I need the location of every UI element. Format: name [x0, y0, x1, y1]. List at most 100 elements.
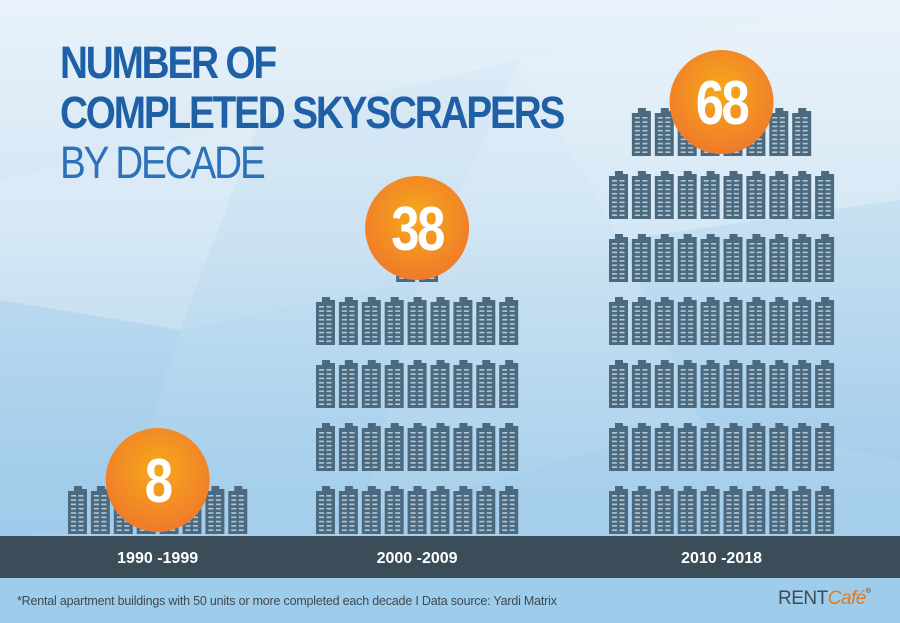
- building-icon: [654, 486, 674, 534]
- building-icon: [815, 486, 835, 534]
- building-icon: [769, 297, 789, 345]
- building-icon: [746, 297, 766, 345]
- building-icon: [338, 423, 358, 471]
- building-icon: [430, 486, 450, 534]
- building-icon: [700, 297, 720, 345]
- building-icon: [769, 171, 789, 219]
- building-icon: [677, 486, 697, 534]
- building-icon: [407, 297, 427, 345]
- building-icon: [792, 234, 812, 282]
- building-icon: [361, 486, 381, 534]
- building-icon: [338, 297, 358, 345]
- title-line-1: NUMBER OF: [60, 37, 277, 88]
- building-icon: [316, 486, 335, 534]
- building-icon: [609, 360, 628, 408]
- building-icon: [723, 360, 743, 408]
- value-bubble: 38: [365, 176, 470, 280]
- building-icon: [361, 297, 381, 345]
- x-tick-label: 1990 -1999: [117, 550, 198, 567]
- building-icon: [723, 234, 743, 282]
- building-icon: [700, 234, 720, 282]
- building-icon: [476, 360, 496, 408]
- building-icon: [677, 171, 697, 219]
- building-icon: [815, 171, 835, 219]
- building-icon: [453, 486, 473, 534]
- building-icon: [792, 360, 812, 408]
- building-icon: [316, 423, 335, 471]
- building-icon: [815, 234, 835, 282]
- building-icon: [430, 423, 450, 471]
- building-icon: [769, 486, 789, 534]
- brand-name-accent: Café: [827, 588, 867, 609]
- x-tick-label: 2000 -2009: [377, 550, 458, 567]
- building-icon: [228, 486, 248, 534]
- building-icon: [68, 486, 87, 534]
- building-icon: [631, 234, 651, 282]
- building-icon: [609, 171, 628, 219]
- building-icon: [815, 423, 835, 471]
- building-icon: [815, 297, 835, 345]
- building-icon: [792, 486, 812, 534]
- building-icon: [430, 297, 450, 345]
- building-icon: [476, 486, 496, 534]
- building-icon: [631, 171, 651, 219]
- building-icon: [338, 360, 358, 408]
- building-icon: [746, 234, 766, 282]
- value-bubble: 68: [669, 50, 774, 154]
- building-icon: [499, 423, 519, 471]
- building-icon: [700, 486, 720, 534]
- building-icon: [384, 297, 404, 345]
- building-icon: [654, 234, 674, 282]
- building-icon: [609, 234, 628, 282]
- building-icon: [631, 297, 651, 345]
- footnote: *Rental apartment buildings with 50 unit…: [17, 594, 557, 608]
- building-icon: [453, 423, 473, 471]
- title-line-3: BY DECADE: [60, 137, 266, 188]
- ground-strip: [0, 536, 900, 578]
- title-line-2: COMPLETED SKYSCRAPERS: [60, 87, 565, 138]
- building-icon: [723, 171, 743, 219]
- building-icon: [499, 360, 519, 408]
- building-icon: [815, 360, 835, 408]
- building-icon: [792, 171, 812, 219]
- building-icon: [677, 234, 697, 282]
- page-title: NUMBER OF COMPLETED SKYSCRAPERS BY DECAD…: [60, 37, 565, 188]
- x-tick-label: 2010 -2018: [681, 550, 762, 567]
- building-icon: [700, 171, 720, 219]
- building-icon: [631, 108, 651, 156]
- bar-value-label: 38: [391, 195, 444, 264]
- building-icon: [654, 423, 674, 471]
- building-icon: [769, 234, 789, 282]
- building-icon: [792, 297, 812, 345]
- building-icon: [384, 360, 404, 408]
- building-icon: [677, 423, 697, 471]
- building-icon: [769, 108, 789, 156]
- building-icon: [407, 423, 427, 471]
- value-bubble: 8: [105, 428, 210, 532]
- building-icon: [316, 360, 335, 408]
- building-icon: [90, 486, 110, 534]
- building-icon: [700, 423, 720, 471]
- building-icon: [338, 486, 358, 534]
- building-icon: [407, 360, 427, 408]
- building-icon: [499, 297, 519, 345]
- building-icon: [746, 360, 766, 408]
- building-icon: [723, 486, 743, 534]
- rentcafe-logo: RENTCafé®: [778, 588, 871, 610]
- building-icon: [792, 423, 812, 471]
- building-icon: [631, 486, 651, 534]
- bar-value-label: 8: [145, 447, 172, 516]
- building-icon: [769, 423, 789, 471]
- building-icon: [499, 486, 519, 534]
- bar-value-label: 68: [696, 69, 749, 138]
- building-icon: [476, 297, 496, 345]
- brand-name-main: RENT: [778, 588, 828, 609]
- building-icon: [700, 360, 720, 408]
- building-icon: [746, 486, 766, 534]
- building-icon: [631, 423, 651, 471]
- building-icon: [769, 360, 789, 408]
- building-icon: [609, 423, 628, 471]
- building-icon: [792, 108, 812, 156]
- building-icon: [407, 486, 427, 534]
